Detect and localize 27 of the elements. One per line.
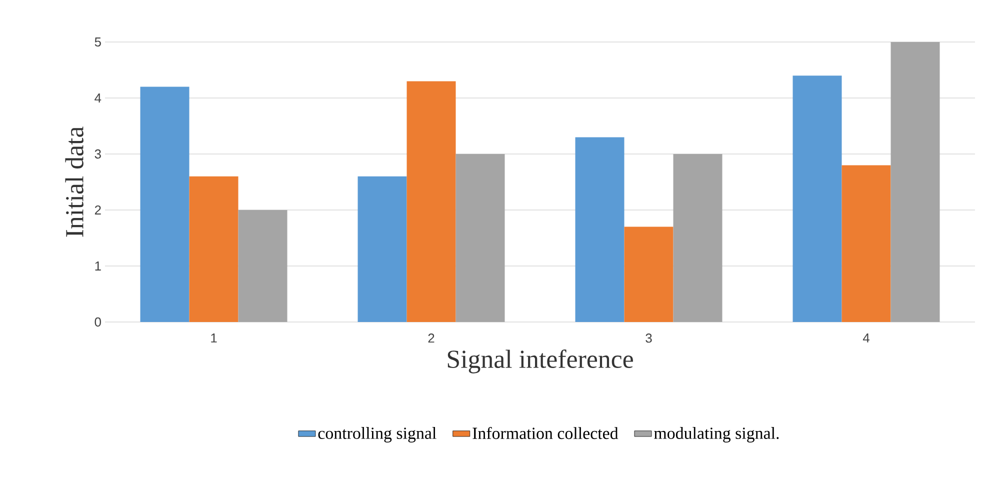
x-tick-label: 1 bbox=[211, 334, 217, 342]
legend-label: Information collected bbox=[472, 426, 618, 440]
bar bbox=[456, 154, 505, 322]
bar bbox=[575, 137, 624, 322]
y-axis-title: Initial data bbox=[65, 126, 84, 237]
x-axis-title: Signal inteference bbox=[448, 350, 633, 374]
x-tick-label: 3 bbox=[646, 334, 652, 343]
bar bbox=[406, 81, 456, 322]
bar bbox=[673, 154, 722, 322]
x-tick-label: 2 bbox=[428, 334, 434, 343]
y-tick-label: 3 bbox=[94, 149, 101, 159]
bar bbox=[890, 42, 940, 322]
y-tick-label: 2 bbox=[94, 205, 101, 215]
bar bbox=[792, 76, 842, 322]
y-tick-label: 0 bbox=[94, 317, 101, 327]
bar bbox=[140, 86, 190, 322]
bar bbox=[624, 226, 674, 322]
bar bbox=[189, 176, 238, 322]
y-tick-label: 1 bbox=[95, 262, 101, 270]
bar bbox=[842, 165, 891, 322]
y-tick-label: 4 bbox=[94, 94, 102, 102]
legend-label: modulating signal. bbox=[654, 427, 779, 442]
legend-label: controlling signal bbox=[318, 427, 436, 442]
bar bbox=[238, 210, 288, 322]
bar bbox=[358, 176, 407, 322]
x-tick-label: 4 bbox=[862, 334, 870, 342]
y-tick-label: 5 bbox=[94, 37, 101, 47]
